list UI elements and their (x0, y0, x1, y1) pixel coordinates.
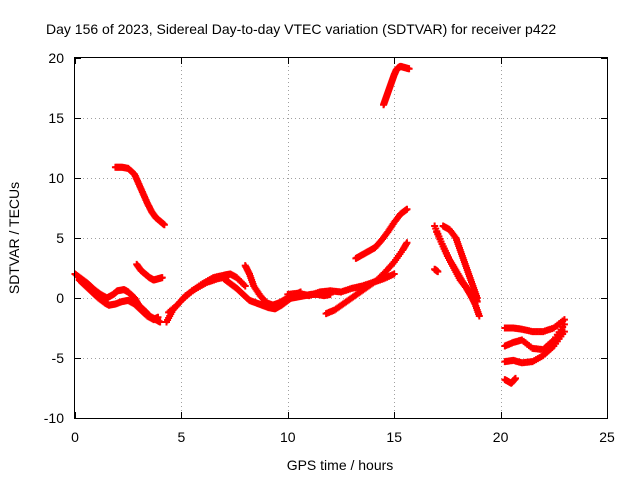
y-tick-label: 5 (56, 230, 64, 246)
data-point (403, 239, 411, 247)
x-tick-labels: 0 5 10 15 20 25 (71, 429, 615, 445)
series-arc16 (431, 265, 442, 276)
series-arc19 (501, 316, 568, 336)
data-point (160, 221, 168, 229)
series-arc10 (322, 239, 411, 318)
data-point (156, 318, 164, 326)
y-tick-label: -10 (44, 410, 64, 426)
data-point (405, 65, 413, 73)
y-axis-label: SDTVAR / TECUs (6, 182, 22, 294)
y-tick-labels: -10 -5 0 5 10 15 20 (44, 50, 64, 426)
axis-ticks (75, 58, 608, 419)
data-point (434, 268, 442, 276)
data-point (560, 316, 568, 324)
y-tick-label: 20 (48, 50, 64, 66)
x-tick-label: 5 (178, 429, 186, 445)
plot-frame (74, 57, 608, 419)
data-point (473, 294, 481, 302)
data-point (511, 374, 519, 382)
x-tick-label: 0 (71, 429, 79, 445)
data-points (71, 62, 568, 387)
series-arc15 (439, 222, 481, 302)
data-point (403, 205, 411, 213)
series-arc4 (133, 260, 166, 284)
y-tick-label: 10 (48, 170, 64, 186)
grid-lines (75, 58, 607, 418)
x-tick-label: 15 (386, 429, 402, 445)
y-tick-label: 0 (56, 290, 64, 306)
chart-title: Day 156 of 2023, Sidereal Day-to-day VTE… (46, 21, 556, 37)
data-point (158, 274, 166, 282)
series-arc20 (501, 374, 519, 387)
series-arc17 (501, 328, 568, 367)
series-arc12 (380, 62, 413, 109)
y-tick-label: -5 (52, 350, 65, 366)
y-tick-label: 15 (48, 110, 64, 126)
data-point (475, 312, 483, 320)
series-arc3 (111, 163, 168, 229)
series-arc11 (352, 205, 411, 262)
data-point (154, 313, 162, 321)
data-point (390, 270, 398, 278)
x-tick-label: 20 (493, 429, 509, 445)
x-tick-label: 10 (280, 429, 296, 445)
x-tick-label: 25 (599, 429, 615, 445)
data-point (241, 282, 249, 290)
x-axis-label: GPS time / hours (287, 457, 394, 473)
series-arc2 (75, 276, 162, 324)
